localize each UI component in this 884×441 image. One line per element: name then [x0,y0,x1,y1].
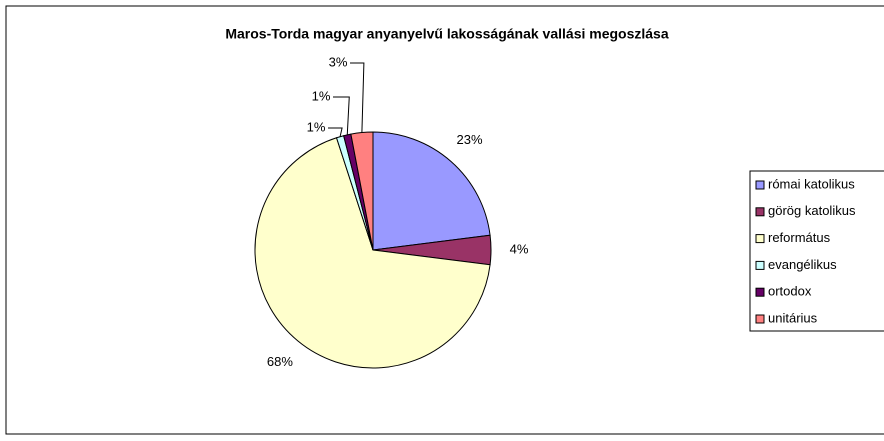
legend-swatch [755,234,765,244]
data-label: 23% [457,132,483,147]
leader-line [333,96,350,135]
legend-swatch [755,314,765,324]
legend-swatch [755,180,765,190]
legend-label: római katolikus [768,176,855,191]
legend-box [749,170,884,332]
legend-swatch [755,207,765,217]
legend-label: református [768,230,831,245]
legend-label: ortodox [768,284,812,299]
legend-label: unitárius [768,310,818,325]
legend-swatch [755,260,765,270]
legend-swatch [755,287,765,297]
data-label: 1% [307,119,326,134]
data-label: 1% [312,88,331,103]
legend-label: evangélikus [768,257,837,272]
pie-slice [254,137,491,369]
data-label: 3% [329,54,348,69]
leader-line [328,127,343,137]
chart-title: Maros-Torda magyar anyanyelvű lakosságán… [225,26,668,42]
data-label: 68% [267,354,293,369]
leader-line [350,62,365,133]
legend-label: görög katolikus [768,203,856,218]
data-label: 4% [510,241,529,256]
pie-slice [372,131,491,251]
